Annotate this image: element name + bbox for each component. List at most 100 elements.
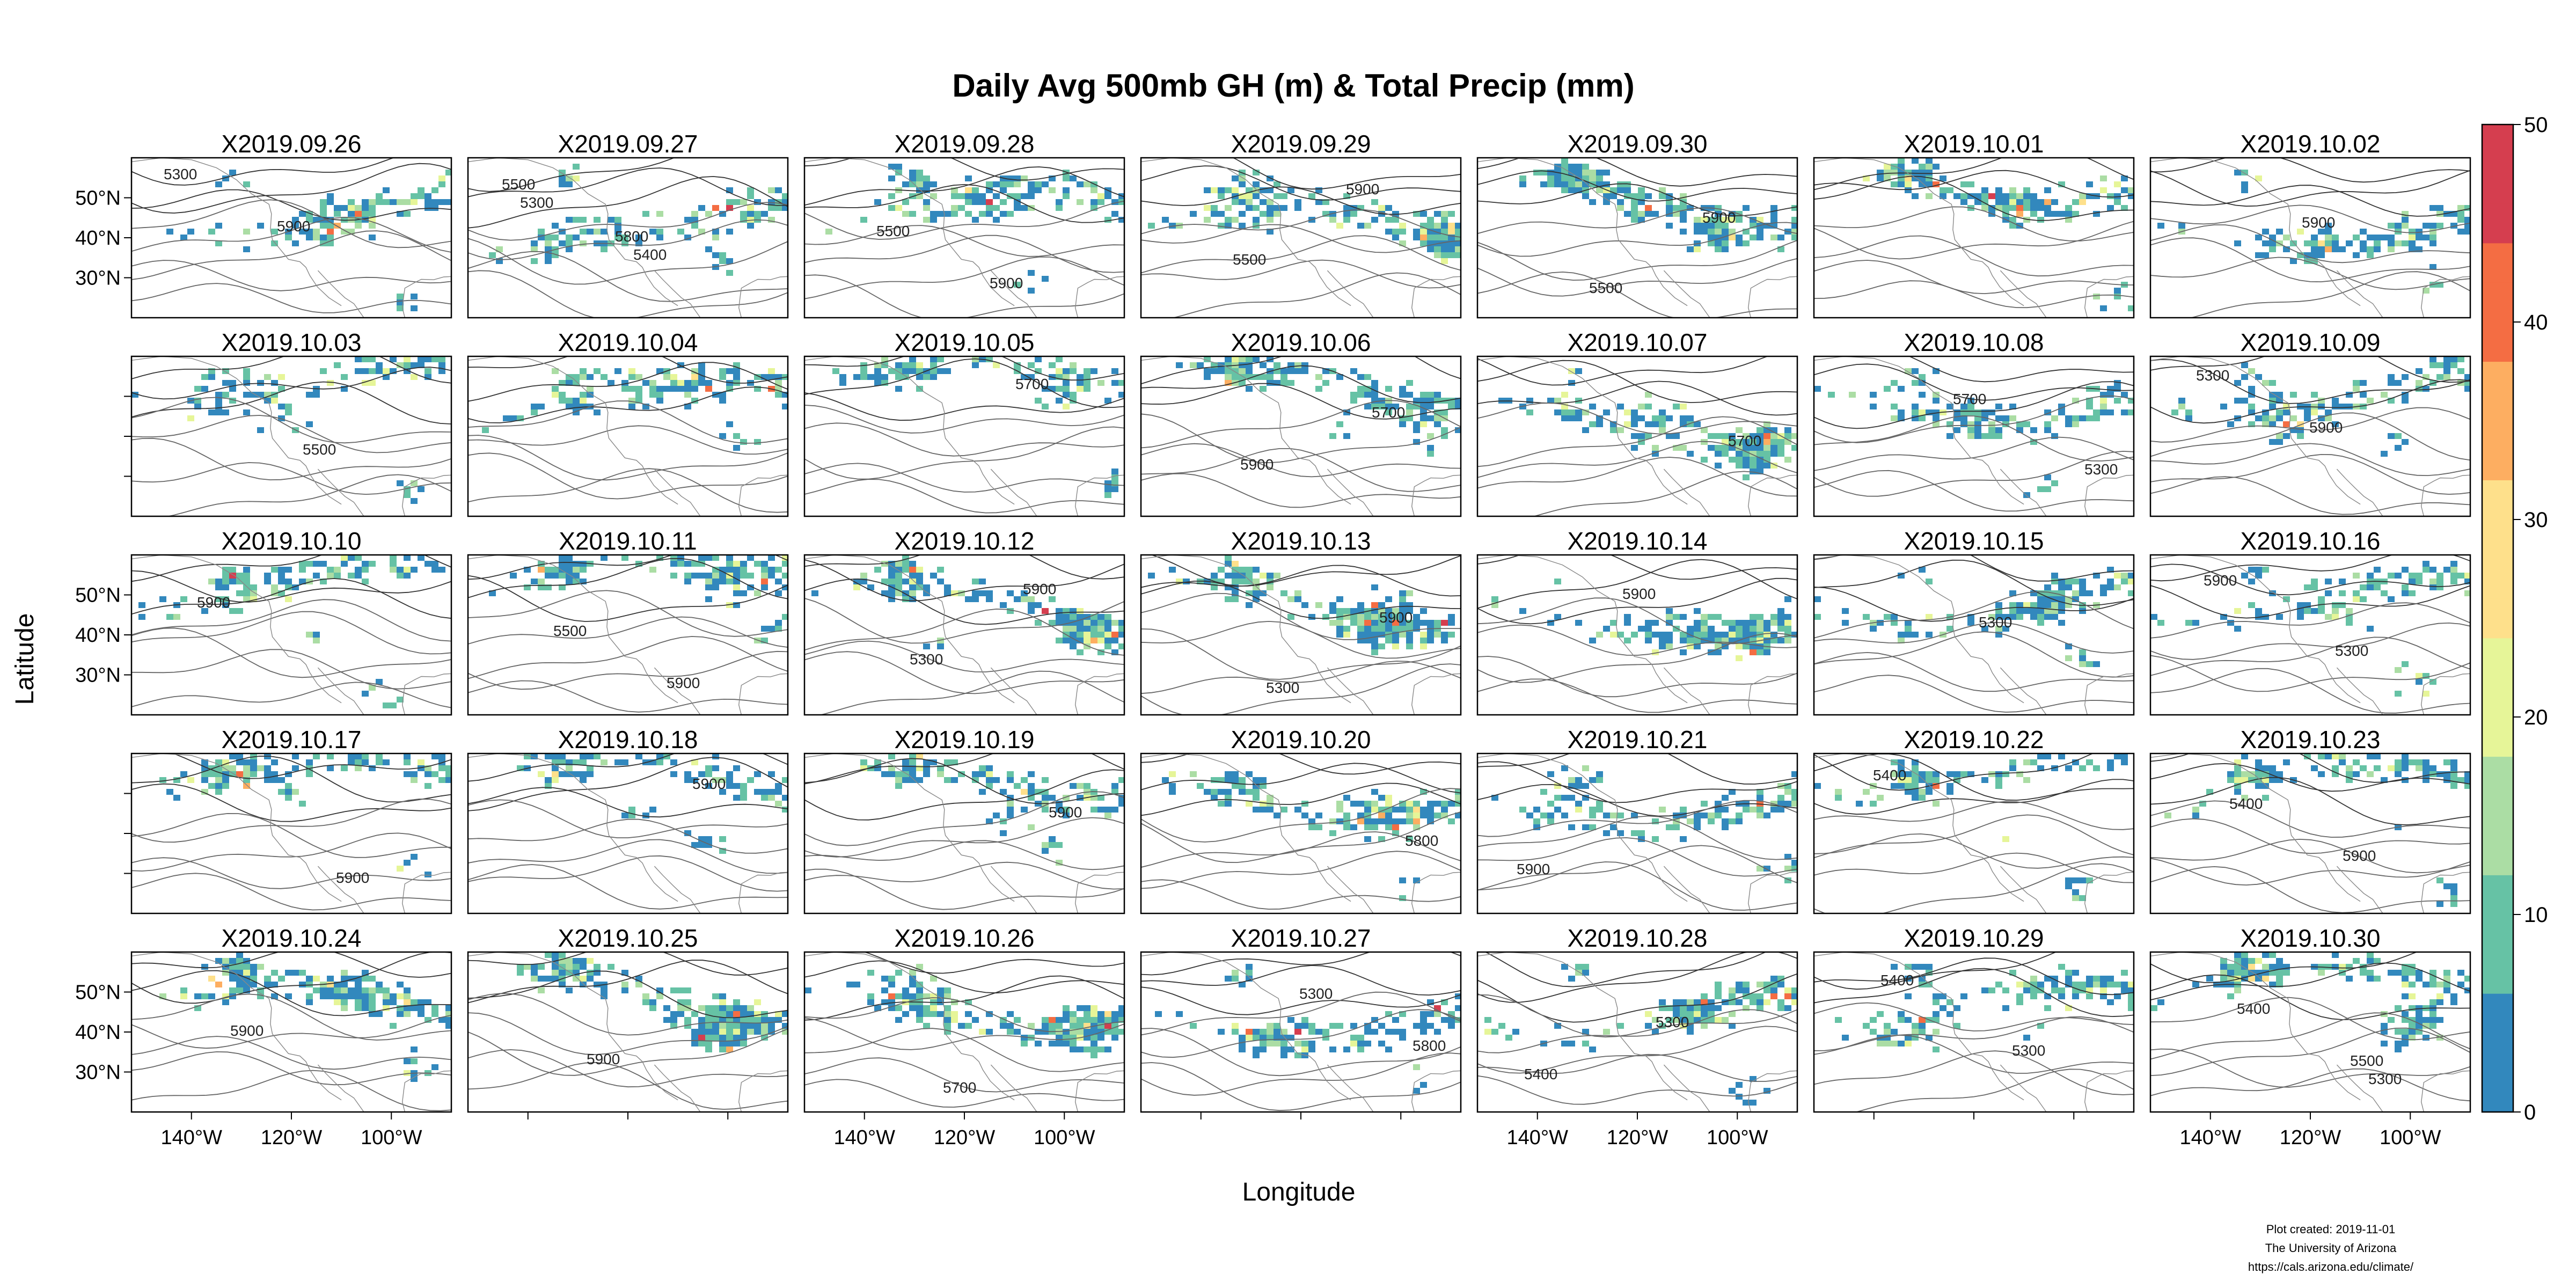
precip-cell (1427, 217, 1434, 223)
precip-cell (1084, 643, 1091, 649)
precip-cell (2276, 409, 2283, 415)
coastline (401, 276, 451, 318)
precip-cell (2248, 579, 2255, 584)
precip-cell (2107, 982, 2114, 987)
precip-cell (348, 211, 355, 217)
precip-cell (1218, 368, 1225, 374)
precip-cell (1455, 801, 1461, 807)
precip-cell (1631, 193, 1638, 199)
precip-cell (264, 765, 271, 771)
precip-cell (1912, 1029, 1919, 1035)
precip-cell (355, 976, 362, 982)
precip-cell (1757, 807, 1763, 813)
precip-cell (2269, 421, 2276, 427)
precip-cell (937, 211, 944, 217)
precip-cell (1750, 457, 1757, 463)
precip-cell (580, 368, 587, 374)
precip-cell (2023, 193, 2030, 199)
precip-cell (313, 229, 320, 235)
precip-cell (334, 999, 341, 1005)
precip-cell (1056, 638, 1063, 643)
precip-cell (684, 380, 691, 386)
precip-cell (566, 374, 573, 380)
precip-cell (538, 976, 545, 982)
precip-cell (208, 765, 215, 771)
precip-cell (860, 368, 867, 374)
precip-cell (930, 211, 937, 217)
precip-cell (2051, 614, 2058, 620)
precip-cell (1225, 217, 1232, 223)
precip-cell (888, 1005, 895, 1011)
precip-cell (278, 374, 285, 380)
precip-cell (1308, 1046, 1315, 1052)
precip-cell (2436, 1017, 2443, 1023)
precip-cell (1232, 175, 1239, 181)
precip-cell (1912, 175, 1919, 181)
precip-cell (712, 993, 719, 999)
precip-cell (1898, 175, 1905, 181)
precip-cell (194, 386, 201, 392)
panel-plot-area: 5900 (1477, 753, 1797, 913)
precip-cell (1148, 223, 1155, 229)
contour-line (468, 435, 788, 481)
precip-cell (327, 753, 334, 759)
precip-cell (2374, 765, 2381, 771)
precip-cell (1084, 368, 1091, 374)
precip-cell (1743, 474, 1750, 480)
precip-cell (1104, 486, 1111, 492)
precip-cell (628, 398, 635, 404)
contour-line (1477, 416, 1797, 467)
precip-cell (2262, 240, 2269, 246)
precip-cell (2030, 590, 2037, 596)
precip-cell (2360, 596, 2367, 602)
precip-cell (159, 596, 166, 602)
precip-cell (559, 584, 566, 590)
precip-cell (2079, 877, 2086, 883)
precip-cell (1554, 181, 1561, 187)
precip-cell (2269, 235, 2276, 240)
precip-cell (1791, 229, 1797, 235)
coastline (468, 356, 678, 505)
precip-cell (1246, 193, 1253, 199)
precip-cell (2030, 759, 2037, 765)
precip-cell (215, 584, 222, 590)
precip-cell (1343, 626, 1350, 632)
precip-cell (264, 771, 271, 777)
precip-cell (1673, 824, 1680, 830)
precip-cell (1378, 795, 1385, 801)
precip-cell (1659, 409, 1666, 415)
precip-cell (1343, 217, 1350, 223)
precip-cell (1301, 801, 1308, 807)
precip-cell (986, 765, 993, 771)
precip-cell (1680, 807, 1687, 813)
precip-cell (1118, 1005, 1124, 1011)
precip-cell (559, 555, 566, 561)
precip-cell (2157, 223, 2164, 229)
precip-cell (404, 486, 411, 492)
precip-cell (888, 982, 895, 987)
precip-cell (691, 374, 698, 380)
precip-cell (2402, 982, 2409, 987)
precip-cell (1974, 415, 1981, 421)
precip-cell (909, 181, 916, 187)
precip-cell (775, 1011, 782, 1017)
precip-cell (538, 561, 545, 567)
panel-title: X2019.10.18 (558, 726, 698, 753)
precip-cell (993, 181, 1000, 187)
precip-cell (2051, 976, 2058, 982)
precip-cell (2360, 765, 2367, 771)
precip-cell (1988, 987, 1995, 993)
precip-cell (1652, 836, 1659, 842)
precip-cell (257, 987, 264, 993)
precip-cell (937, 643, 944, 649)
precip-cell (306, 993, 313, 999)
precip-cell (313, 632, 320, 638)
precip-cell (2002, 626, 2009, 632)
precip-cell (587, 765, 594, 771)
precip-cell (2058, 608, 2065, 614)
precip-cell (1007, 807, 1014, 813)
precip-cell (601, 229, 608, 235)
panel-frame (467, 752, 789, 914)
precip-cell (243, 765, 250, 771)
precip-cell (2009, 608, 2016, 614)
